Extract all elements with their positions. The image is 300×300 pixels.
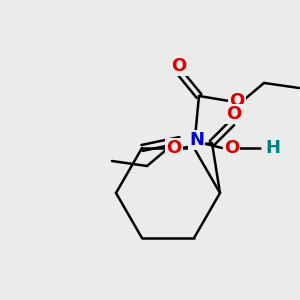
- Text: O: O: [226, 105, 242, 123]
- Text: N: N: [189, 131, 204, 149]
- Text: H: H: [265, 139, 280, 157]
- Text: O: O: [230, 92, 244, 110]
- Text: O: O: [224, 139, 239, 157]
- Text: O: O: [167, 139, 182, 157]
- Text: O: O: [171, 57, 187, 75]
